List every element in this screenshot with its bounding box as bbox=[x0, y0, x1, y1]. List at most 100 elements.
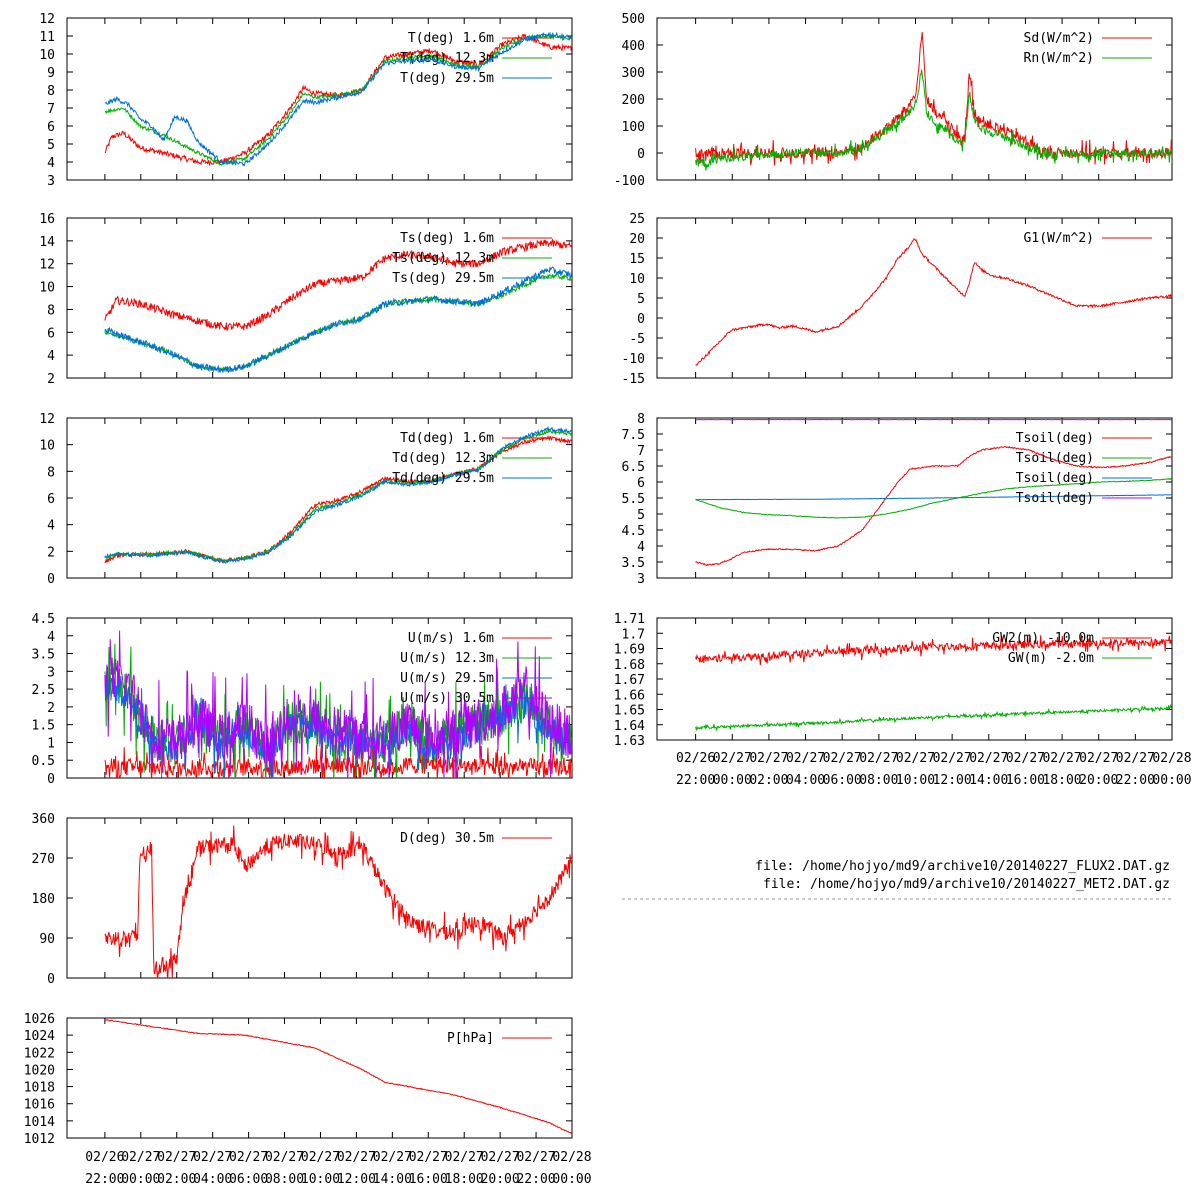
y-tick-label: 8 bbox=[47, 303, 55, 318]
y-tick-label: 1016 bbox=[24, 1098, 55, 1113]
plot-frame bbox=[66, 17, 573, 181]
legend-entry: P[hPa] bbox=[447, 1031, 494, 1046]
x-tick-label-time: 14:00 bbox=[969, 773, 1008, 788]
series-line bbox=[695, 69, 1172, 171]
legend-entry: U(m/s) 29.5m bbox=[400, 671, 494, 686]
legend-entry: T(deg) 1.6m bbox=[408, 31, 494, 46]
x-tick-label-date: 02/27 bbox=[1079, 751, 1118, 766]
y-tick-label: 1020 bbox=[24, 1063, 55, 1078]
y-tick-label: 3.5 bbox=[32, 648, 55, 663]
plot-p: 1012 1014 1016 1018 1020 1022 1024 1026 P[hPa] bbox=[24, 1012, 573, 1147]
plot-frame bbox=[66, 617, 573, 779]
y-tick-label: 1.68 bbox=[614, 658, 645, 673]
y-tick-label: 10 bbox=[39, 439, 55, 454]
y-tick-label: -5 bbox=[629, 332, 645, 347]
x-tick-label-time: 22:00 bbox=[516, 1172, 555, 1187]
y-tick-label: 7 bbox=[47, 102, 55, 117]
legend-entry: Td(deg) 12.3m bbox=[392, 451, 494, 466]
y-tick-label: 20 bbox=[629, 232, 645, 247]
y-tick-label: -15 bbox=[622, 372, 645, 387]
x-tick-label-time: 06:00 bbox=[823, 773, 862, 788]
file-label-2: file: /home/hojyo/md9/archive10/20140227… bbox=[763, 877, 1170, 892]
y-tick-label: 0 bbox=[47, 772, 55, 787]
plot-gw: 1.631.641.651.661.671.681.691.71.71 GW2(m… bbox=[614, 612, 1173, 749]
y-tick-label: 8 bbox=[47, 84, 55, 99]
y-tick-label: 12 bbox=[39, 258, 55, 273]
legend-entry: Ts(deg) 29.5m bbox=[392, 271, 494, 286]
legend-entry: GW2(m) -10.0m bbox=[992, 631, 1094, 646]
series-line bbox=[104, 1019, 572, 1135]
y-tick-label: 4 bbox=[47, 156, 55, 171]
y-tick-label: 4 bbox=[47, 630, 55, 645]
x-tick-label-date: 02/27 bbox=[157, 1150, 196, 1165]
y-tick-label: 360 bbox=[32, 812, 55, 827]
y-tick-label: -10 bbox=[622, 352, 645, 367]
y-tick-label: 200 bbox=[622, 93, 645, 108]
x-tick-label-date: 02/27 bbox=[823, 751, 862, 766]
x-tick-label-time: 04:00 bbox=[193, 1172, 232, 1187]
y-tick-label: 270 bbox=[32, 852, 55, 867]
x-tick-label-date: 02/27 bbox=[301, 1150, 340, 1165]
x-tick-label-date: 02/27 bbox=[713, 751, 752, 766]
series-line bbox=[695, 494, 1172, 501]
plot-sd-rn: -100 0 100 200 300 400 500 Sd(W/m^2) Rn(W/m^2) bbox=[614, 12, 1173, 189]
plot-frame bbox=[656, 617, 1173, 741]
series-line bbox=[104, 425, 572, 564]
y-tick-label: 1018 bbox=[24, 1081, 55, 1096]
x-tick-label-date: 02/27 bbox=[265, 1150, 304, 1165]
x-tick-label-time: 16:00 bbox=[1006, 773, 1045, 788]
x-tick-label-date: 02/27 bbox=[445, 1150, 484, 1165]
series-line bbox=[104, 825, 572, 978]
x-tick-label-date: 02/27 bbox=[1006, 751, 1045, 766]
y-tick-label: 1.67 bbox=[614, 673, 645, 688]
legend-entry: Ts(deg) 12.3m bbox=[392, 251, 494, 266]
x-tick-label-time: 16:00 bbox=[409, 1172, 448, 1187]
y-tick-label: 8 bbox=[637, 412, 645, 427]
y-tick-label: 5 bbox=[47, 138, 55, 153]
plot-ts: 2 4 6 8 10 12 14 16 Ts(deg) 1.6m Ts(deg) 12.3m Ts(… bbox=[39, 212, 573, 387]
y-tick-label: 100 bbox=[622, 120, 645, 135]
series-line bbox=[695, 634, 1172, 666]
series-line bbox=[104, 266, 572, 374]
x-tick-label-date: 02/27 bbox=[786, 751, 825, 766]
x-tick-label-date: 02/27 bbox=[193, 1150, 232, 1165]
y-tick-label: 5 bbox=[637, 508, 645, 523]
x-tick-label-time: 04:00 bbox=[786, 773, 825, 788]
y-tick-label: 1.7 bbox=[622, 627, 645, 642]
x-tick-label-date: 02/27 bbox=[1042, 751, 1081, 766]
y-tick-label: 1014 bbox=[24, 1115, 55, 1130]
y-tick-label: 0 bbox=[47, 972, 55, 987]
y-tick-label: 5 bbox=[637, 292, 645, 307]
y-tick-label: 1024 bbox=[24, 1029, 55, 1044]
x-tick-label-time: 22:00 bbox=[1116, 773, 1155, 788]
x-tick-label-time: 18:00 bbox=[1042, 773, 1081, 788]
y-tick-label: 3 bbox=[47, 665, 55, 680]
x-tick-label-time: 12:00 bbox=[933, 773, 972, 788]
y-tick-label: 0 bbox=[637, 147, 645, 162]
x-tick-label-time: 02:00 bbox=[749, 773, 788, 788]
x-tick-label-time: 10:00 bbox=[896, 773, 935, 788]
x-tick-label-date: 02/27 bbox=[481, 1150, 520, 1165]
legend-entry: GW(m) -2.0m bbox=[1008, 651, 1094, 666]
y-tick-label: 2 bbox=[47, 372, 55, 387]
series-line bbox=[104, 434, 572, 564]
x-tick-label-time: 14:00 bbox=[373, 1172, 412, 1187]
y-tick-label: 15 bbox=[629, 252, 645, 267]
x-axis-labels-left: 02/26 22:00 02/27 00:00 02/27 02:00 02/27 04:00… bbox=[85, 1150, 591, 1187]
y-tick-label: 16 bbox=[39, 212, 55, 227]
y-tick-label: 11 bbox=[39, 30, 55, 45]
x-tick-label-date: 02/26 bbox=[85, 1150, 124, 1165]
x-tick-label-date: 02/28 bbox=[1152, 751, 1191, 766]
x-tick-label-date: 02/27 bbox=[969, 751, 1008, 766]
y-tick-label: 1.64 bbox=[614, 719, 645, 734]
y-tick-label: 6 bbox=[47, 492, 55, 507]
x-tick-label-time: 20:00 bbox=[481, 1172, 520, 1187]
y-tick-label: 90 bbox=[39, 932, 55, 947]
y-tick-label: 7 bbox=[637, 444, 645, 459]
y-tick-label: 4.5 bbox=[32, 612, 55, 627]
legend-entry: Td(deg) 1.6m bbox=[400, 431, 494, 446]
series-line bbox=[695, 478, 1172, 519]
y-tick-label: 10 bbox=[39, 281, 55, 296]
